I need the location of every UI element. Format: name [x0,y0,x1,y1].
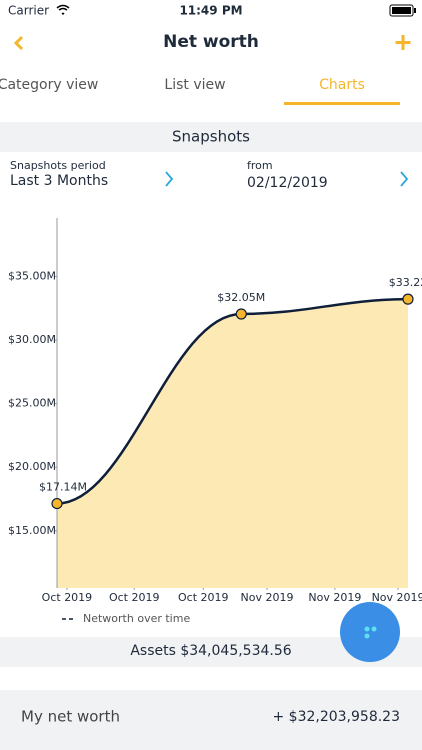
data-label: $17.14M [39,481,87,494]
y-tick-label: $25.00M [8,397,56,410]
x-tick-label: Oct 2019 [178,591,229,604]
wifi-icon [56,4,70,16]
chevron[interactable] [165,171,174,187]
x-tick-label: Nov 2019 [372,591,422,604]
section-band [0,122,422,152]
battery [389,4,414,17]
tab-underline [284,102,400,105]
chevron[interactable] [400,171,409,187]
y-tick-label: $30.00M [8,333,56,346]
carrier: Carrier [8,4,49,18]
period-label: Snapshots period [10,159,106,172]
y-tick-label: $35.00M [8,269,56,282]
x-tick-label: Oct 2019 [42,591,93,604]
legend-label: Networth over time [83,612,190,625]
summary-band [0,690,422,750]
from-value[interactable]: 02/12/2019 [247,175,328,191]
nav-title: Net worth [163,32,259,52]
chart: $15.00M $20.00M $25.00M $30.00M $35.00M Oct 2… [8,218,422,604]
back-button[interactable] [13,35,24,51]
x-tick-label: Nov 2019 [241,591,294,604]
assets-text: Assets $34,045,534.56 [130,643,291,659]
x-tick-label: Nov 2019 [308,591,361,604]
line [56,297,409,505]
fab-dot [364,626,370,632]
data-label: $33.22 [389,276,422,289]
clock: 11:49 PM [179,4,242,18]
y-tick-label: $20.00M [8,460,56,473]
section-title: Snapshots [172,128,250,146]
fab-dot [364,633,370,639]
period-value[interactable]: Last 3 Months [10,173,108,189]
battery-tip [414,8,416,13]
area [57,299,408,588]
data-label: $32.05M [217,291,265,304]
fab-dot [371,626,377,632]
battery-level [392,7,411,14]
point [402,293,414,305]
y-tick-label: $15.00M [8,524,56,537]
from-label: from [247,159,273,172]
tab[interactable]: Category view [0,77,98,93]
summary-label: My net worth [21,708,120,726]
summary-value: + $32,203,958.23 [272,709,400,725]
fab[interactable] [340,602,400,662]
add-button[interactable] [395,35,411,50]
x-tick-label: Oct 2019 [109,591,160,604]
tab[interactable]: List view [164,77,225,93]
point [235,308,247,320]
point [51,497,63,510]
tab-active[interactable]: Charts [319,77,365,93]
